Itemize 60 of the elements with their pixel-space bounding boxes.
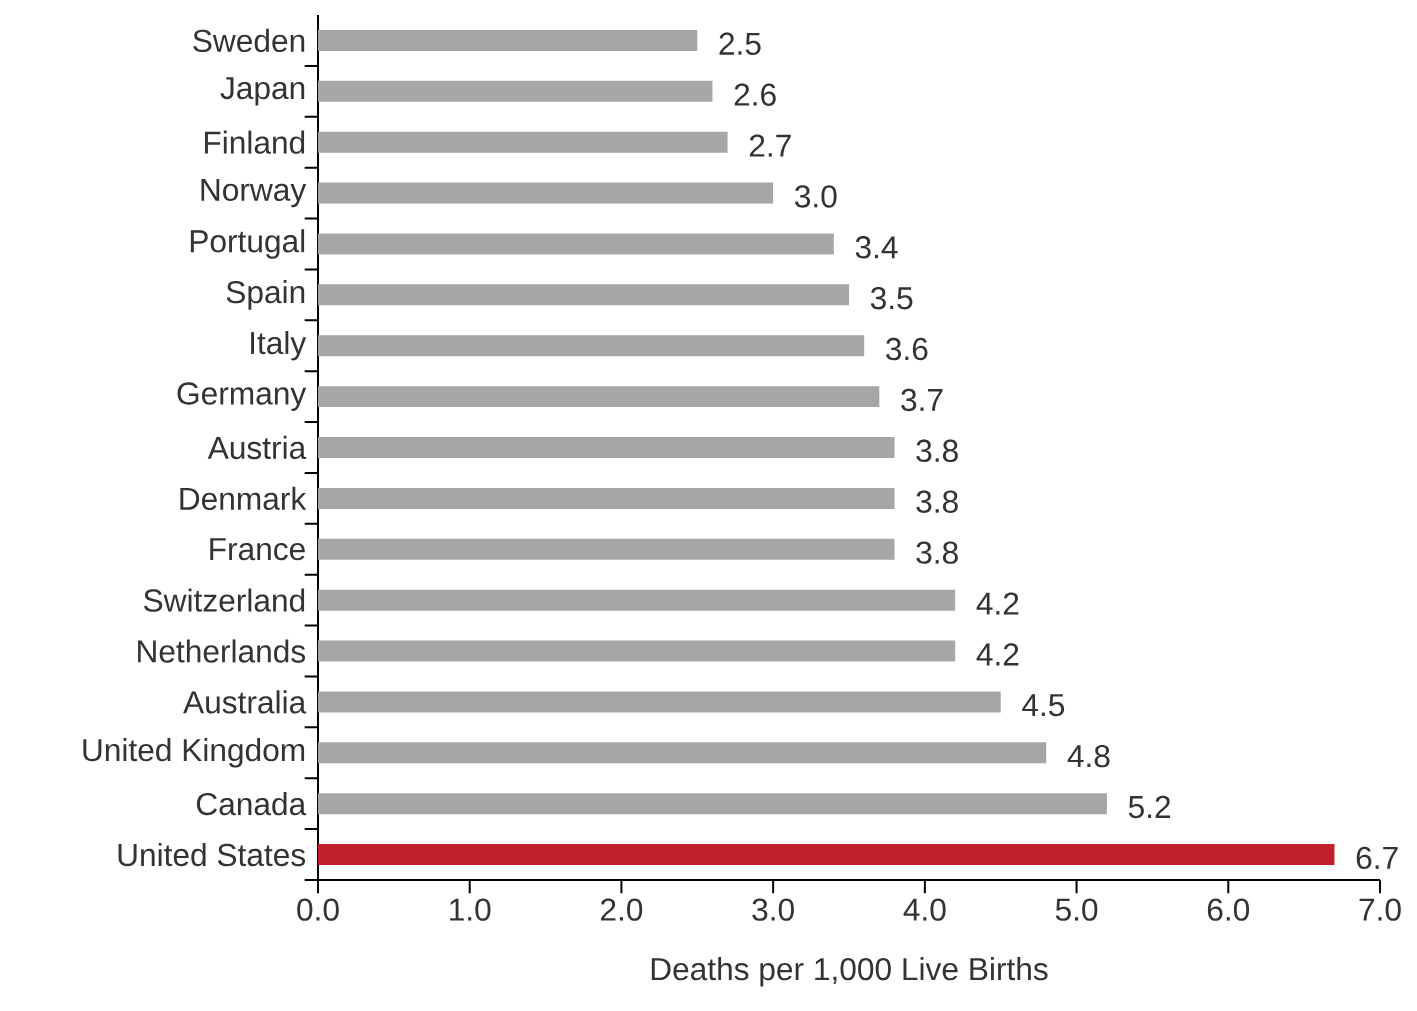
y-tick-label: United Kingdom: [83, 738, 305, 768]
data-label: 3.8: [916, 490, 958, 513]
data-label: 3.8: [916, 439, 958, 463]
bar: [318, 80, 713, 102]
bar: [318, 793, 1107, 815]
data-label: 4.5: [1022, 694, 1065, 717]
data-label: 4.8: [1067, 744, 1110, 768]
data-label: 2.6: [734, 83, 776, 106]
y-tick-label: Austria: [207, 435, 307, 460]
x-tick-label: 3.0: [752, 898, 794, 921]
data-label: 3.0: [795, 185, 837, 208]
x-tick-label: 4.0: [903, 898, 946, 921]
data-label: 3.5: [870, 286, 913, 310]
y-tick-label: Switzerland: [144, 588, 305, 612]
x-tick-label: 7.0: [1359, 898, 1401, 921]
data-label: 3.8: [916, 541, 958, 564]
y-tick-label: Italy: [251, 330, 307, 361]
x-tick-label: 0.0: [297, 898, 339, 921]
bar: [318, 742, 1047, 764]
data-label: 3.7: [901, 388, 943, 412]
data-label: 4.2: [976, 643, 1019, 666]
y-tick-label: Australia: [183, 690, 307, 714]
bar: [318, 233, 834, 255]
data-label: 3.6: [886, 337, 928, 361]
y-tick-label: Norway: [201, 178, 307, 208]
data-label: 2.7: [749, 134, 791, 157]
bar: [318, 131, 728, 153]
x-axis-title: Deaths per 1,000 Live Births: [651, 957, 1048, 987]
bar: [318, 538, 895, 560]
bar: [318, 386, 880, 408]
bar: [318, 284, 850, 306]
bar: [318, 29, 698, 51]
bar: [318, 640, 956, 662]
y-tick-label: Japan: [220, 77, 305, 106]
bar: [318, 691, 1001, 713]
y-tick-label: United States: [118, 842, 306, 867]
x-tick-label: 5.0: [1055, 898, 1098, 921]
y-tick-label: Netherlands: [138, 639, 306, 663]
bar: [318, 437, 895, 459]
x-tick-label: 1.0: [450, 898, 491, 921]
y-tick-label: Sweden: [193, 28, 305, 53]
data-label: 4.2: [976, 592, 1019, 615]
x-tick-label: 2.0: [600, 898, 643, 921]
bar: [318, 335, 865, 357]
data-label: 6.7: [1356, 846, 1398, 870]
bar: [318, 487, 895, 509]
data-label: 2.5: [719, 32, 761, 55]
bar: [318, 182, 774, 204]
y-tick-label: Portugal: [190, 229, 305, 259]
x-tick-label: 6.0: [1207, 898, 1250, 921]
data-label: 5.2: [1128, 795, 1171, 819]
bar: [318, 589, 956, 611]
y-tick-label: Canada: [196, 792, 307, 816]
y-tick-label: Spain: [226, 280, 305, 310]
y-tick-label: Denmark: [180, 486, 307, 511]
data-label: 3.4: [855, 236, 898, 259]
bar: [318, 844, 1335, 866]
y-tick-label: Germany: [177, 382, 307, 411]
y-tick-label: France: [210, 538, 305, 561]
y-tick-label: Finland: [204, 130, 305, 154]
